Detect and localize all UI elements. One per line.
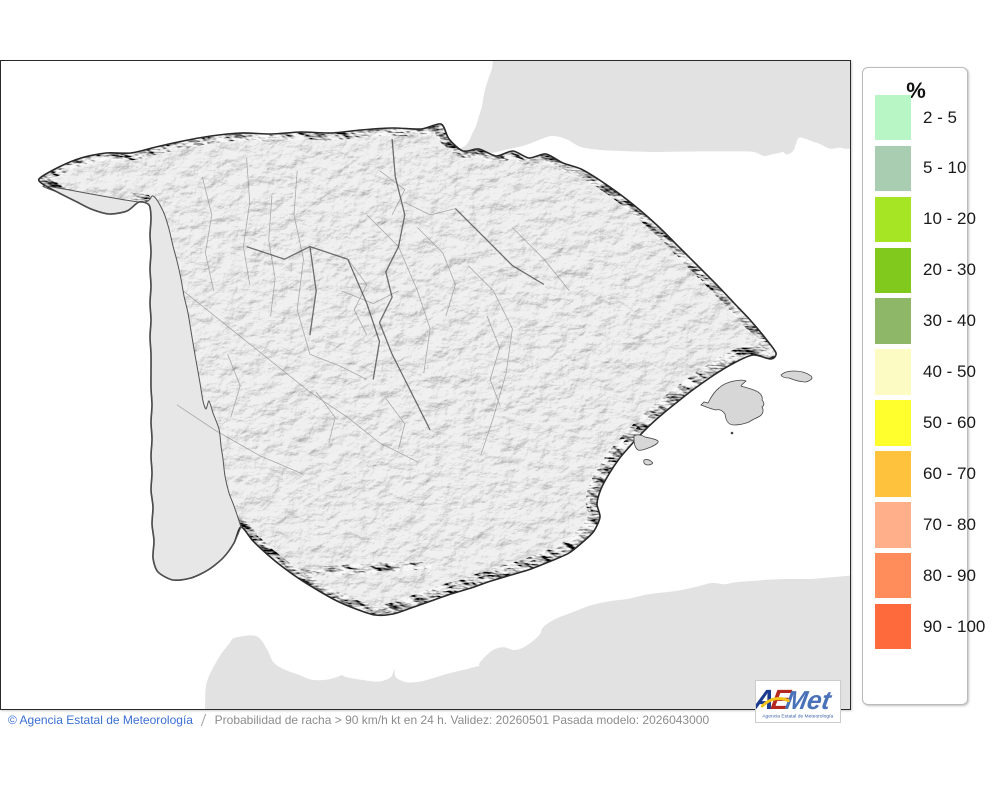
svg-text:Met: Met: [783, 685, 834, 715]
svg-text:Agencia Estatal de Meteorologí: Agencia Estatal de Meteorología: [762, 714, 833, 720]
